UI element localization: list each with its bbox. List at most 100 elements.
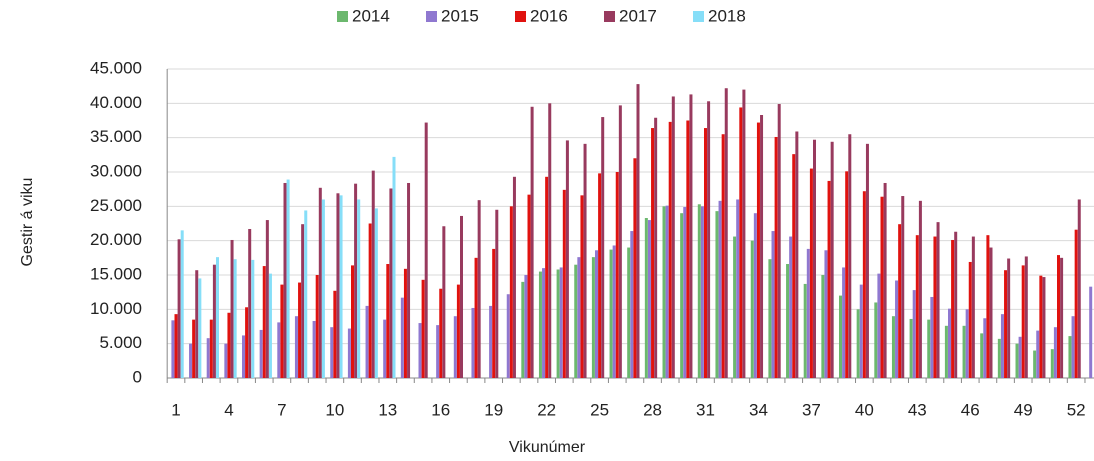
bar <box>736 199 740 378</box>
bar <box>771 231 775 378</box>
bar <box>742 89 746 378</box>
bar <box>644 218 648 378</box>
x-tick-label: 28 <box>643 400 662 419</box>
x-tick-label: 4 <box>224 400 233 419</box>
bar <box>315 275 319 378</box>
legend-swatch <box>337 11 348 22</box>
x-tick-label: 16 <box>431 400 450 419</box>
bar <box>598 173 602 378</box>
x-tick-label: 22 <box>537 400 556 419</box>
bar <box>1042 277 1046 378</box>
x-tick-label: 13 <box>378 400 397 419</box>
bar <box>1057 255 1060 378</box>
bar <box>877 273 881 378</box>
y-tick-label: 35.000 <box>90 127 142 146</box>
bar <box>809 168 813 378</box>
bar <box>721 134 725 378</box>
bar <box>671 96 675 378</box>
legend-swatch <box>515 11 526 22</box>
bar <box>259 329 263 378</box>
bar <box>304 210 308 378</box>
bar <box>583 143 587 378</box>
bar <box>521 281 525 378</box>
bar <box>651 128 655 378</box>
legend-label: 2016 <box>530 6 568 25</box>
bar <box>489 305 493 378</box>
bar <box>753 213 757 378</box>
x-tick-label: 31 <box>696 400 715 419</box>
bar <box>971 236 975 378</box>
bar <box>936 222 940 378</box>
bar <box>865 143 869 378</box>
x-tick-label: 46 <box>961 400 980 419</box>
bar <box>347 328 351 378</box>
bar <box>898 224 902 378</box>
bar <box>321 199 325 378</box>
bar <box>933 236 937 378</box>
bar <box>389 188 393 378</box>
bar <box>915 235 919 378</box>
bar <box>891 316 895 378</box>
bar <box>1000 314 1004 378</box>
bar <box>383 319 387 378</box>
bar <box>768 259 772 378</box>
bar <box>1089 286 1093 378</box>
bar <box>453 316 457 378</box>
bar <box>1053 327 1057 378</box>
x-tick-label: 43 <box>908 400 927 419</box>
bar <box>1039 275 1043 378</box>
bar <box>565 140 569 378</box>
bar <box>424 122 428 378</box>
bar <box>283 182 287 378</box>
bar <box>1036 330 1040 378</box>
bar <box>471 307 475 378</box>
bar <box>948 308 951 378</box>
bar <box>524 275 528 378</box>
bar <box>827 180 831 378</box>
bar <box>591 257 595 378</box>
bar <box>1050 349 1054 378</box>
bar <box>580 195 584 378</box>
bar <box>1021 265 1025 378</box>
x-tick-label: 25 <box>590 400 609 419</box>
bar <box>318 187 322 378</box>
bar <box>574 264 578 378</box>
bar <box>351 265 354 378</box>
bar <box>180 230 184 378</box>
bar <box>680 213 684 378</box>
bar <box>627 247 631 378</box>
bar <box>839 295 842 378</box>
bar <box>777 104 781 379</box>
bar <box>177 239 181 378</box>
bar <box>724 88 728 378</box>
bar <box>1024 256 1028 378</box>
y-tick-label: 15.000 <box>90 264 142 283</box>
bar <box>312 321 316 378</box>
legend-swatch <box>604 11 615 22</box>
bar <box>750 240 754 378</box>
bar <box>697 204 701 378</box>
bar <box>251 259 255 378</box>
y-axis-title: Gestir á viku <box>19 178 36 267</box>
bar <box>909 318 913 378</box>
bar <box>880 196 884 378</box>
bar <box>951 239 955 378</box>
legend-label: 2014 <box>352 6 390 25</box>
bar <box>1077 199 1081 378</box>
bar <box>707 101 711 379</box>
x-tick-label: 37 <box>802 400 821 419</box>
bar <box>859 284 863 378</box>
bar <box>174 314 178 378</box>
bar <box>1068 336 1072 378</box>
bar <box>227 312 231 378</box>
y-tick-label: 40.000 <box>90 93 142 112</box>
bar <box>456 284 460 378</box>
y-tick-label: 5.000 <box>99 333 142 352</box>
bar <box>400 297 404 378</box>
x-tick-label: 19 <box>484 400 503 419</box>
bar <box>715 211 719 378</box>
bar <box>1015 343 1019 378</box>
bar <box>230 239 234 378</box>
bar <box>848 134 852 378</box>
